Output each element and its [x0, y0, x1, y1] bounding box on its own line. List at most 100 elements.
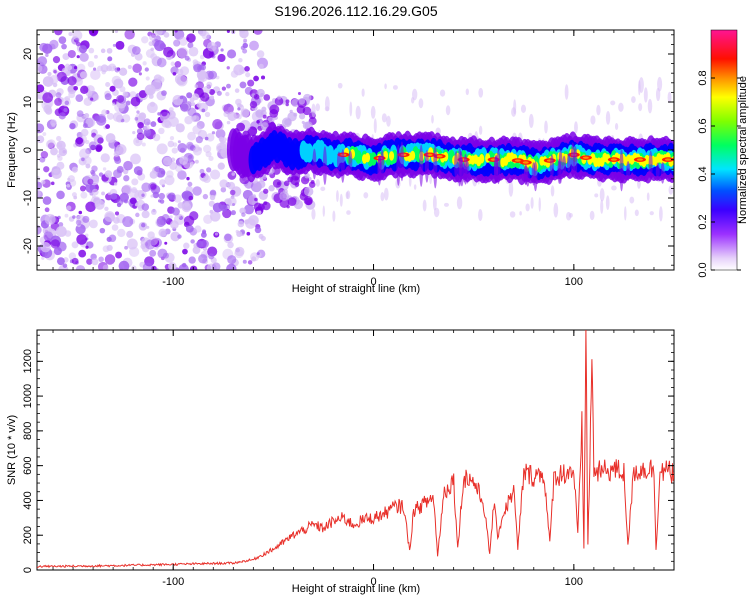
spectral-blob	[237, 220, 245, 228]
spectral-blob	[163, 46, 174, 58]
spectral-blob	[260, 235, 266, 242]
spectral-blob	[53, 70, 57, 74]
spectral-ridge-cell	[388, 151, 395, 161]
spectral-blob	[97, 137, 104, 144]
spectral-blob	[152, 191, 160, 199]
spectral-blob	[69, 122, 76, 130]
spectral-blob	[101, 191, 105, 196]
spectral-blob	[110, 193, 118, 200]
spectral-blob	[192, 186, 202, 196]
spectral-blob	[79, 185, 86, 192]
spectral-blob	[101, 69, 106, 75]
spectral-blob	[55, 92, 62, 98]
spectral-blob	[129, 91, 137, 99]
spectral-blob	[184, 55, 190, 61]
spectral-blob	[431, 114, 434, 124]
spectral-blob	[478, 125, 483, 135]
spectral-blob	[209, 211, 221, 222]
spectral-blob	[386, 115, 391, 127]
spectral-blob	[384, 83, 387, 90]
spectral-blob	[145, 49, 155, 58]
spectral-blob	[168, 262, 177, 270]
spectral-blob	[160, 170, 165, 175]
spectral-blob	[226, 49, 237, 59]
spectral-blob	[65, 70, 71, 77]
colorbar-gradient	[710, 29, 738, 271]
spectral-blob	[37, 123, 45, 134]
spectral-blob	[232, 202, 236, 207]
spectral-streak	[340, 149, 345, 183]
spectral-blob	[82, 215, 90, 223]
spectral-blob	[345, 191, 349, 200]
spectral-streak	[419, 144, 424, 187]
spectral-blob	[104, 254, 116, 265]
spectral-blob	[293, 112, 298, 117]
spectral-blob	[445, 105, 451, 116]
spectral-blob	[177, 234, 182, 239]
spectral-blob	[142, 61, 147, 66]
spectral-blob	[161, 109, 168, 117]
spectral-blob	[227, 255, 237, 265]
spectral-blob	[150, 183, 157, 190]
spectral-blob	[244, 65, 250, 72]
spectral-blob	[169, 215, 173, 219]
spectral-blob	[599, 188, 605, 202]
spectral-blob	[283, 188, 288, 194]
spectral-blob	[134, 117, 139, 121]
spectral-ridge-cell	[305, 143, 314, 163]
spectral-blob	[363, 192, 369, 199]
spectral-blob	[253, 75, 259, 82]
spectral-blob	[85, 163, 91, 169]
spectral-streak	[562, 155, 567, 179]
spectral-blob	[181, 191, 189, 199]
spectral-blob	[187, 181, 193, 187]
spectral-ridge-cell	[485, 153, 491, 163]
spectral-blob	[126, 230, 134, 238]
spectral-blob	[528, 113, 534, 129]
spectral-blob	[186, 176, 190, 181]
spectral-blob	[194, 84, 199, 89]
spectral-blob	[179, 156, 189, 165]
spectral-streak	[396, 144, 401, 186]
spectral-blob	[244, 219, 250, 225]
spectral-blob	[149, 249, 157, 257]
spectral-blob	[216, 90, 222, 96]
spectral-ridge-cell	[410, 150, 416, 161]
spectral-streak	[566, 153, 571, 172]
spectral-blob	[49, 39, 59, 50]
spectral-blob	[256, 252, 260, 256]
spectral-blob	[159, 179, 166, 186]
spectral-blob	[188, 195, 194, 201]
colorbar-tick-label: 0.2	[697, 214, 709, 229]
spectral-blob	[253, 30, 263, 35]
spectral-blob	[115, 251, 123, 259]
spectral-streak	[493, 155, 498, 183]
spectral-blob	[188, 46, 199, 57]
spectral-blob	[172, 142, 178, 147]
spectral-blob	[219, 179, 229, 189]
spectral-blob	[249, 40, 259, 51]
spectral-blob	[252, 194, 256, 198]
spectral-blob	[188, 256, 196, 264]
spectral-blob	[208, 70, 218, 80]
spectral-blob	[311, 103, 316, 118]
spectral-blob	[135, 212, 140, 218]
spectral-blob	[221, 86, 227, 91]
spectral-ridge-cell	[355, 150, 362, 164]
spectral-blob	[157, 199, 162, 203]
spectral-blob	[144, 84, 156, 96]
spectral-blob	[105, 81, 111, 87]
spectral-blob	[195, 81, 204, 90]
spectral-blob	[226, 30, 230, 33]
spectral-blob	[37, 56, 48, 66]
spectral-blob	[199, 54, 205, 60]
x-tick-label: -100	[162, 276, 184, 288]
spectral-blob	[226, 120, 231, 125]
spectral-blob	[183, 215, 195, 226]
spectral-blob	[129, 197, 137, 205]
spectral-blob	[227, 111, 237, 122]
spectral-blob	[42, 132, 47, 136]
spectral-blob	[332, 210, 336, 222]
spectral-blob	[230, 210, 236, 216]
